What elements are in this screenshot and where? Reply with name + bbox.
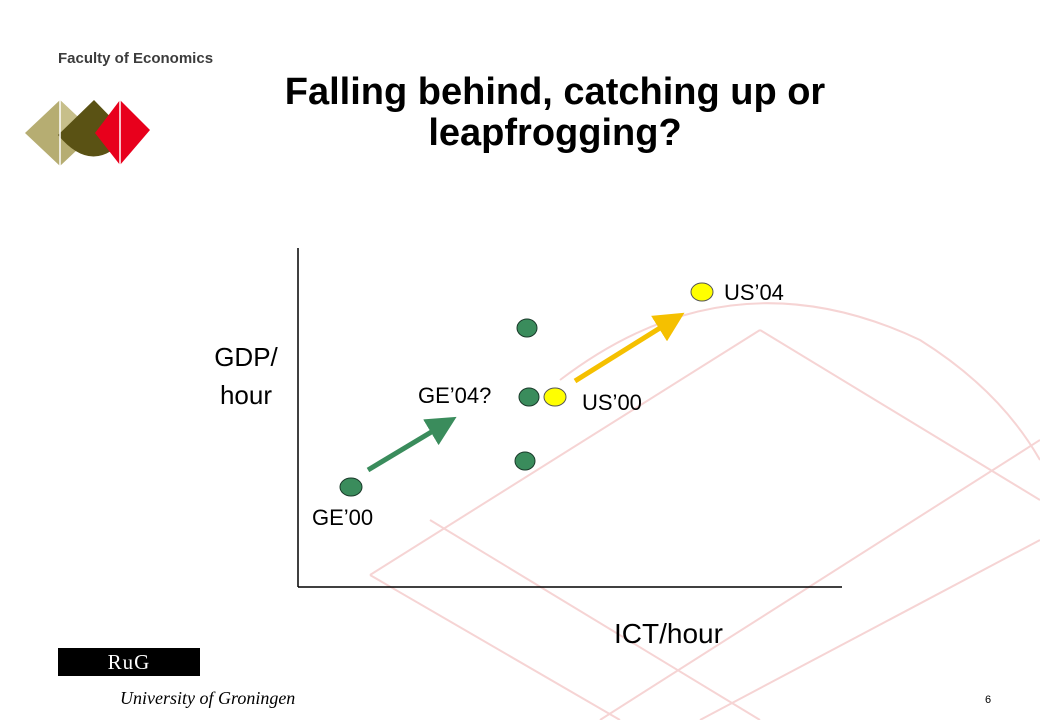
label-us04: US’04 xyxy=(724,280,784,305)
x-axis-label: ICT/hour xyxy=(614,618,723,649)
rug-logo: RuG xyxy=(58,648,200,676)
slide-title: Falling behind, catching up or leapfrogg… xyxy=(284,71,826,154)
faculty-name: Faculty of Economics xyxy=(58,50,214,67)
germany-arrow xyxy=(366,416,457,473)
y-axis-label-line1: GDP/ xyxy=(214,342,278,372)
label-ge04: GE’04? xyxy=(418,383,492,408)
point-ge-lower xyxy=(514,451,536,471)
y-axis-label-line2: hour xyxy=(219,380,273,410)
university-name: University of Groningen xyxy=(120,688,296,708)
point-us04 xyxy=(690,282,714,302)
label-us00: US’00 xyxy=(582,390,642,415)
point-ge-upper xyxy=(516,318,538,338)
us-arrow xyxy=(573,312,685,384)
point-ge04 xyxy=(518,387,540,407)
page-number: 6 xyxy=(985,694,992,706)
point-ge00 xyxy=(339,477,363,497)
label-ge00: GE’00 xyxy=(312,505,374,530)
point-us00 xyxy=(543,387,567,407)
y-axis-label: GDP/ hour xyxy=(196,338,296,414)
